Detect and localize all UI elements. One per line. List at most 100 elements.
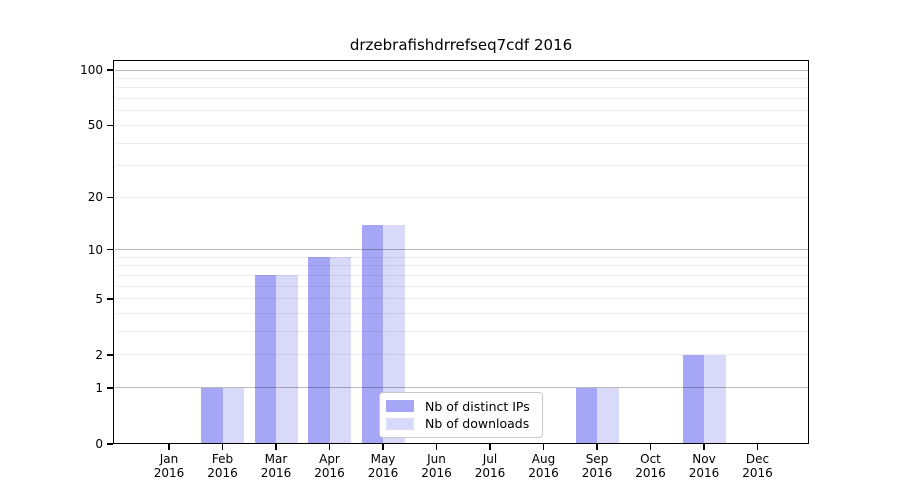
- x-tick-label-jan: Jan 2016: [139, 452, 199, 480]
- bar-downloads-feb: [222, 387, 244, 443]
- x-tick-month: Jun: [427, 452, 446, 466]
- y-tick-label-1: 1: [95, 380, 103, 395]
- gridline-minor: [115, 354, 808, 356]
- gridline-minor: [115, 274, 808, 276]
- x-tick-label-mar: Mar 2016: [246, 452, 306, 480]
- y-tick-label-0: 0: [95, 437, 103, 451]
- x-tick-label-feb: Feb 2016: [193, 452, 253, 480]
- x-tick-label-nov: Nov 2016: [674, 452, 734, 480]
- x-tick-label-sep: Sep 2016: [567, 452, 627, 480]
- bar-downloads-apr: [329, 257, 351, 443]
- bar-distinct-ips-sep: [575, 387, 597, 443]
- gridline-minor: [115, 285, 808, 287]
- x-tick-year: 2016: [528, 466, 559, 480]
- y-tick-mark: [107, 387, 113, 389]
- y-tick-mark: [107, 354, 113, 356]
- x-tick-mark: [489, 444, 491, 450]
- x-tick-label-aug: Aug 2016: [514, 452, 574, 480]
- y-tick-label-50: 50: [87, 118, 103, 133]
- x-tick-month: May: [370, 452, 396, 466]
- bar-downloads-may: [383, 224, 405, 443]
- x-tick-year: 2016: [153, 466, 185, 480]
- x-tick-mark: [756, 444, 759, 450]
- x-tick-mark: [168, 444, 170, 450]
- y-tick-mark: [107, 196, 113, 199]
- legend: Nb of distinct IPs Nb of downloads: [379, 392, 543, 438]
- x-tick-month: Dec: [745, 452, 770, 466]
- gridline-minor: [115, 196, 808, 198]
- x-tick-year: 2016: [742, 466, 773, 480]
- x-tick-label-apr: Apr 2016: [300, 452, 360, 480]
- x-tick-year: 2016: [314, 466, 345, 480]
- x-tick-month: Aug: [531, 452, 556, 466]
- gridline-major: [115, 69, 808, 71]
- legend-swatch-distinct-ips-icon: [386, 400, 414, 413]
- gridline-minor: [115, 110, 808, 112]
- bar-downloads-mar: [276, 275, 298, 443]
- x-tick-label-jul: Jul 2016: [460, 452, 520, 480]
- bar-distinct-ips-nov: [682, 354, 704, 443]
- gridline-major: [115, 387, 808, 389]
- x-tick-mark: [382, 444, 384, 450]
- x-tick-month: Apr: [319, 452, 340, 466]
- y-tick-label-10: 10: [87, 242, 103, 257]
- x-tick-year: 2016: [260, 466, 292, 480]
- gridline-minor: [115, 142, 808, 144]
- x-tick-label-oct: Oct 2016: [621, 452, 681, 480]
- x-tick-mark: [275, 444, 277, 450]
- bar-distinct-ips-may: [361, 224, 383, 443]
- x-tick-label-jun: Jun 2016: [407, 452, 467, 480]
- chart-title: drzebrafishdrrefseq7cdf 2016: [349, 36, 573, 54]
- x-tick-year: 2016: [474, 466, 506, 480]
- x-tick-mark: [649, 444, 652, 450]
- x-tick-year: 2016: [421, 466, 452, 480]
- y-tick-mark: [107, 248, 113, 251]
- x-tick-month: Feb: [211, 452, 234, 466]
- x-tick-month: Jul: [482, 452, 498, 466]
- y-tick-label-20: 20: [87, 190, 103, 205]
- gridline-minor: [115, 256, 808, 258]
- y-tick-mark: [107, 443, 113, 445]
- x-tick-year: 2016: [581, 466, 613, 480]
- gridline-minor: [115, 124, 808, 126]
- x-tick-month: Oct: [640, 452, 661, 466]
- x-tick-label-may: May 2016: [353, 452, 413, 480]
- bar-distinct-ips-feb: [201, 387, 223, 443]
- x-tick-mark: [221, 444, 224, 450]
- bar-distinct-ips-mar: [254, 275, 276, 443]
- legend-item-downloads: Nb of downloads: [386, 417, 536, 430]
- bar-distinct-ips-apr: [308, 257, 330, 443]
- x-tick-mark: [703, 444, 705, 450]
- x-tick-month: Sep: [585, 452, 609, 466]
- bar-downloads-nov: [704, 354, 726, 443]
- x-tick-label-dec: Dec 2016: [728, 452, 788, 480]
- x-tick-mark: [328, 444, 331, 450]
- x-tick-mark: [542, 444, 545, 450]
- legend-swatch-downloads-icon: [386, 417, 414, 430]
- y-tick-mark: [107, 124, 113, 127]
- gridline-minor: [115, 77, 808, 79]
- y-tick-label-100: 100: [80, 63, 103, 77]
- x-tick-mark: [596, 444, 598, 450]
- legend-label-distinct-ips: Nb of distinct IPs: [425, 398, 530, 414]
- gridline-minor: [115, 87, 808, 89]
- gridline-minor: [115, 331, 808, 333]
- x-tick-year: 2016: [207, 466, 238, 480]
- x-tick-year: 2016: [688, 466, 720, 480]
- y-tick-mark: [107, 298, 113, 300]
- gridline-major: [115, 249, 808, 251]
- x-tick-month: Nov: [692, 452, 716, 466]
- y-tick-label-5: 5: [95, 291, 103, 306]
- y-tick-mark: [107, 69, 113, 71]
- y-tick-label-2: 2: [95, 347, 103, 362]
- x-tick-year: 2016: [635, 466, 666, 480]
- x-tick-month: Jan: [159, 452, 179, 466]
- x-tick-year: 2016: [367, 466, 399, 480]
- bar-downloads-sep: [597, 387, 619, 443]
- gridline-minor: [115, 165, 808, 167]
- gridline-minor: [115, 298, 808, 300]
- legend-item-distinct-ips: Nb of distinct IPs: [386, 400, 536, 413]
- gridline-minor: [115, 313, 808, 315]
- x-tick-mark: [435, 444, 438, 450]
